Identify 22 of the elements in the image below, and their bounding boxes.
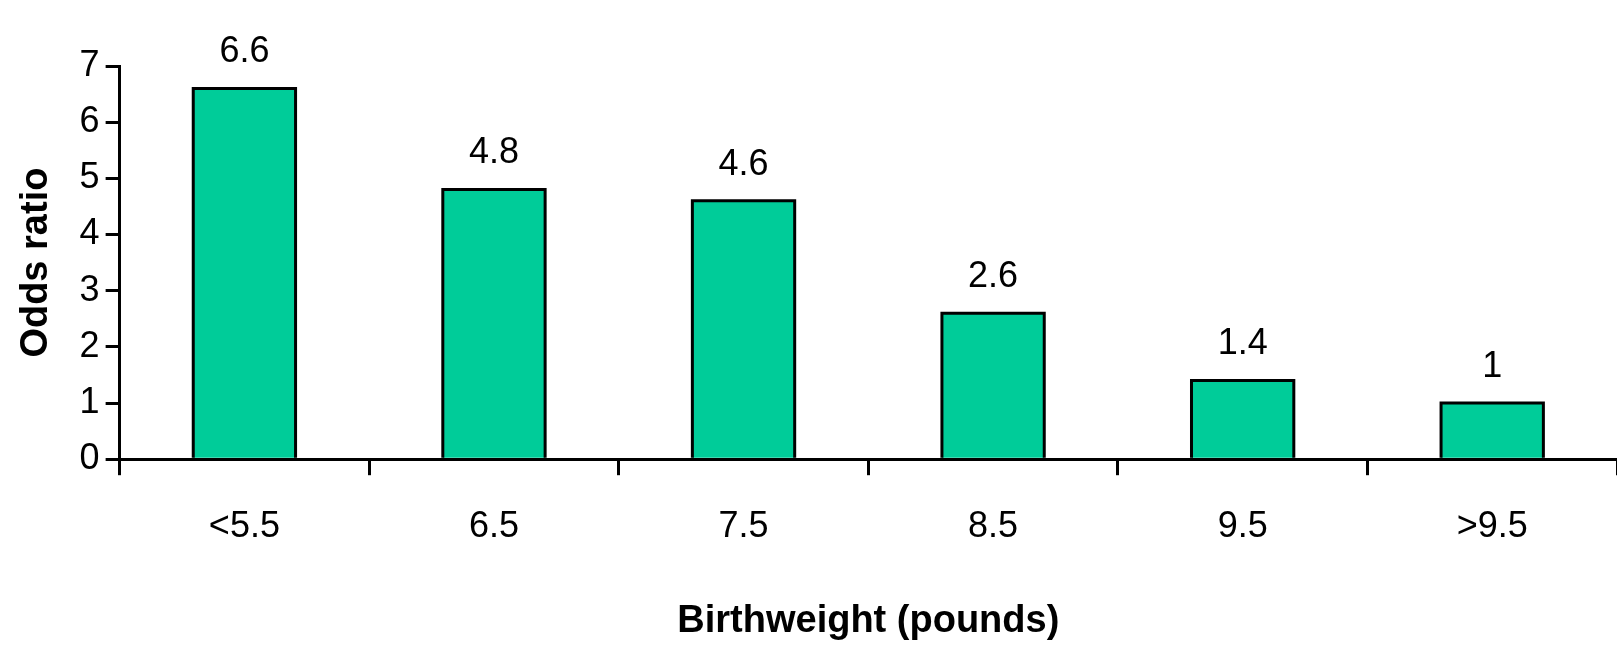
x-tick-label: 6.5 (468, 503, 519, 545)
y-tick-label: 5 (79, 155, 100, 197)
y-tick-label: 4 (79, 211, 100, 253)
y-tick-label: 1 (79, 379, 100, 421)
y-tick-label: 2 (79, 323, 100, 365)
data-label: 4.8 (468, 130, 519, 172)
x-tick-label: 9.5 (1217, 503, 1268, 545)
y-tick-label: 0 (79, 436, 100, 478)
data-label: 1.4 (1217, 321, 1268, 363)
data-label: 4.6 (718, 141, 769, 183)
data-label: 2.6 (968, 254, 1019, 296)
data-label: 6.6 (219, 29, 270, 71)
y-axis-title: Odds ratio (13, 167, 56, 358)
x-tick-label: <5.5 (208, 503, 280, 545)
x-axis-title: Birthweight (pounds) (677, 597, 1060, 640)
y-tick-label: 6 (79, 99, 100, 141)
x-tick-label: >9.5 (1456, 503, 1528, 545)
y-tick-label: 7 (79, 42, 100, 84)
x-tick-label: 7.5 (718, 503, 769, 545)
x-tick-label: 8.5 (968, 503, 1019, 545)
y-tick-label: 3 (79, 267, 100, 309)
data-label: 1 (1482, 343, 1503, 385)
